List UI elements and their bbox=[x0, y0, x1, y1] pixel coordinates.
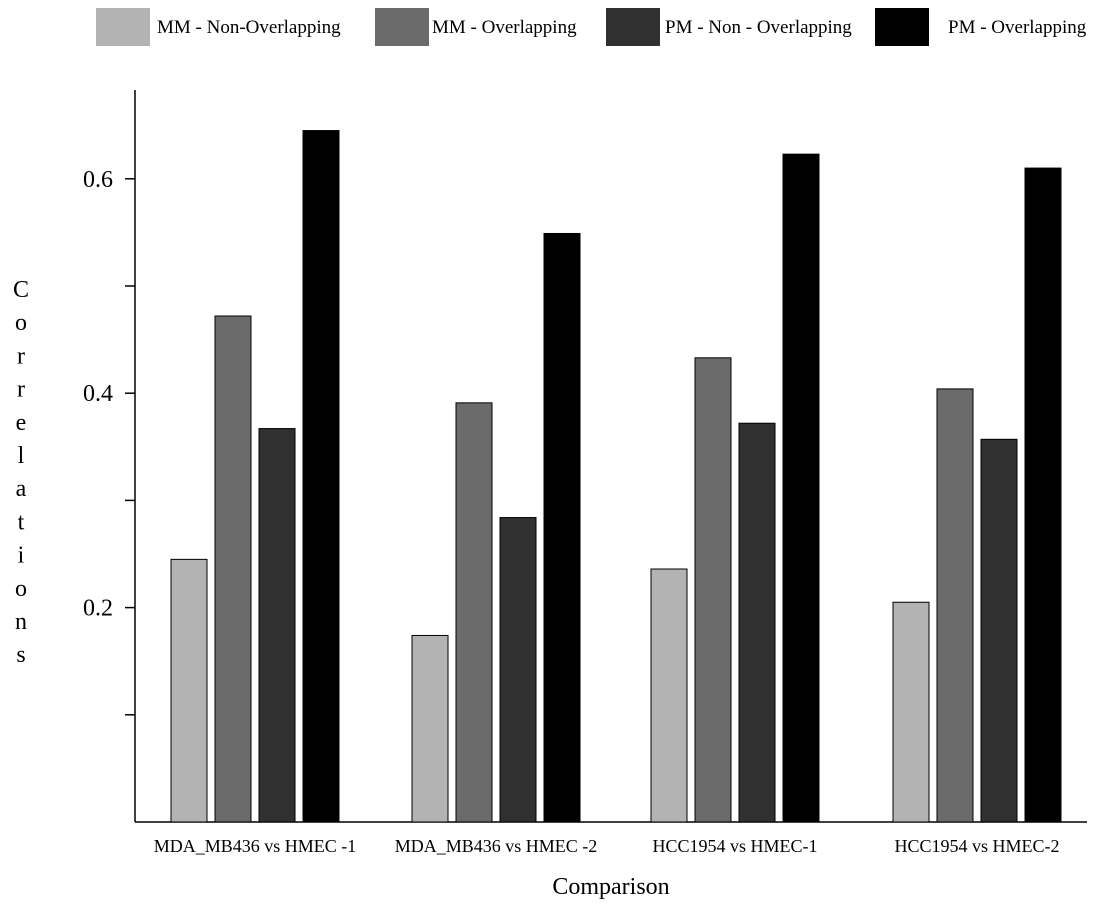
y-axis-title-letter: s bbox=[16, 642, 25, 668]
y-axis-title-letter: i bbox=[18, 543, 25, 569]
legend-swatch bbox=[375, 8, 429, 46]
y-axis-ticks: 0.2 0.4 0.6 bbox=[83, 167, 135, 716]
y-axis-title-letter: l bbox=[18, 443, 25, 469]
legend-label: PM - Non - Overlapping bbox=[665, 17, 852, 38]
y-axis-title-letter: a bbox=[16, 476, 27, 502]
legend-swatch bbox=[606, 8, 660, 46]
bar bbox=[258, 428, 296, 823]
bar bbox=[892, 601, 930, 823]
y-tick-label: 0.6 bbox=[83, 167, 113, 193]
x-tick-label: HCC1954 vs HMEC-2 bbox=[894, 836, 1059, 856]
x-axis-title: Comparison bbox=[552, 874, 669, 900]
bar bbox=[1024, 167, 1062, 823]
bar bbox=[543, 232, 581, 823]
bar bbox=[936, 388, 974, 823]
legend-label: MM - Overlapping bbox=[432, 17, 577, 38]
bar bbox=[302, 130, 340, 823]
x-tick-label: MDA_MB436 vs HMEC -1 bbox=[154, 836, 357, 856]
y-axis-title-letter: r bbox=[17, 343, 25, 369]
bars bbox=[170, 130, 1062, 823]
legend: MM - Non-Overlapping MM - Overlapping PM -… bbox=[96, 8, 1087, 46]
bar bbox=[170, 558, 208, 823]
bar bbox=[499, 517, 537, 823]
y-axis-title-letter: t bbox=[18, 509, 25, 535]
y-axis-title-letter: C bbox=[13, 277, 29, 303]
bar bbox=[214, 315, 252, 823]
legend-swatch bbox=[96, 8, 150, 46]
legend-label: MM - Non-Overlapping bbox=[157, 17, 341, 38]
bar bbox=[650, 568, 688, 823]
y-tick-label: 0.4 bbox=[83, 381, 113, 407]
bar bbox=[411, 634, 449, 823]
bar bbox=[455, 402, 493, 823]
bar bbox=[738, 422, 776, 823]
y-axis-title-letter: e bbox=[16, 410, 27, 436]
x-axis-tick-labels: MDA_MB436 vs HMEC -1 MDA_MB436 vs HMEC -2… bbox=[154, 836, 1060, 856]
bar bbox=[980, 438, 1018, 823]
y-axis-title-letter: n bbox=[15, 609, 27, 635]
legend-label: PM - Overlapping bbox=[948, 17, 1087, 38]
plot-area: 0.20.40.6 MDA_MB436 vs HMEC -1 MDA_MB436 … bbox=[83, 90, 1087, 856]
x-tick-label: MDA_MB436 vs HMEC -2 bbox=[395, 836, 598, 856]
y-tick-label: 0.2 bbox=[83, 596, 113, 622]
y-axis-title-letter: r bbox=[17, 377, 25, 403]
y-axis-title-letter: o bbox=[15, 576, 27, 602]
y-axis-title-letter: o bbox=[15, 310, 27, 336]
bar bbox=[694, 357, 732, 823]
bar bbox=[782, 153, 820, 823]
x-tick-label: HCC1954 vs HMEC-1 bbox=[652, 836, 817, 856]
legend-swatch bbox=[875, 8, 929, 46]
